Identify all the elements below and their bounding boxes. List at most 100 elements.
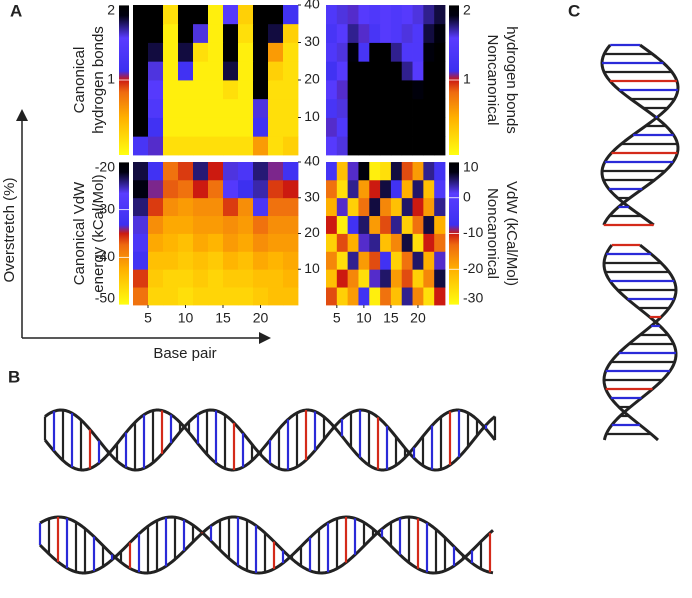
colorbar-tick-label: 1 bbox=[107, 71, 115, 87]
heatmap-cell bbox=[148, 269, 164, 288]
heatmap-cell bbox=[268, 233, 284, 252]
heatmap-cell bbox=[369, 251, 381, 270]
heatmap-cell bbox=[347, 61, 359, 81]
heatmap-cell bbox=[148, 5, 164, 25]
heatmap-cell bbox=[380, 215, 392, 234]
heatmap-cell bbox=[347, 251, 359, 270]
heatmap-cell bbox=[178, 98, 194, 118]
heatmap-cell bbox=[380, 117, 392, 137]
heatmap-cell bbox=[253, 287, 269, 306]
x-tick-label: 5 bbox=[333, 310, 341, 326]
heatmap-cell bbox=[326, 197, 338, 217]
heatmap-cell bbox=[148, 80, 164, 100]
heatmap-cell bbox=[208, 42, 224, 62]
heatmap-cell bbox=[283, 117, 299, 137]
panel-label: A bbox=[10, 1, 22, 20]
heatmap-cell bbox=[133, 269, 149, 288]
heatmap-cell bbox=[268, 5, 284, 25]
heatmap-cell bbox=[358, 117, 370, 137]
heatmap-cell bbox=[412, 80, 424, 100]
x-tick-label: 20 bbox=[253, 310, 269, 326]
heatmap-cell bbox=[133, 42, 149, 62]
colorbar-tick-label: -30 bbox=[463, 290, 483, 306]
heatmap-cell bbox=[401, 98, 413, 118]
heatmap-cell bbox=[283, 42, 299, 62]
heatmap-cell bbox=[369, 98, 381, 118]
heatmap-cell bbox=[336, 197, 349, 217]
heatmap-cell bbox=[358, 98, 370, 118]
heatmap-cell bbox=[178, 117, 194, 137]
heatmap-cell bbox=[347, 179, 359, 199]
heatmap-cell bbox=[178, 287, 194, 306]
heatmap-cell bbox=[208, 287, 224, 306]
heatmap-cell bbox=[380, 179, 392, 199]
heatmap-cell bbox=[253, 42, 269, 62]
heatmap-cell bbox=[238, 287, 254, 306]
heatmap-cell bbox=[412, 23, 424, 43]
heatmap-cell bbox=[193, 215, 209, 234]
heatmap-cell bbox=[380, 98, 392, 118]
heatmap-cell bbox=[193, 5, 209, 25]
heatmap-cell bbox=[148, 162, 164, 181]
heatmap-cell bbox=[326, 136, 338, 156]
y-tick-label: 40 bbox=[304, 0, 320, 12]
heatmap-cell bbox=[390, 5, 403, 25]
heatmap-cell bbox=[336, 233, 349, 252]
heatmap-cell bbox=[336, 179, 349, 199]
heatmap-cell bbox=[268, 23, 284, 43]
heatmap-cell bbox=[336, 23, 349, 43]
heatmap-cell bbox=[133, 233, 149, 252]
heatmap-cell bbox=[347, 287, 359, 306]
heatmap-cell bbox=[434, 5, 446, 25]
heatmap-cell bbox=[133, 136, 149, 156]
heatmap-cell bbox=[133, 80, 149, 100]
heatmap-cell bbox=[193, 197, 209, 217]
heatmap-cell bbox=[283, 287, 299, 306]
heatmap-cell bbox=[401, 179, 413, 199]
heatmap-cell bbox=[423, 98, 435, 118]
heatmap-cell bbox=[148, 197, 164, 217]
heatmap-cell bbox=[253, 251, 269, 270]
heatmap-cell bbox=[358, 233, 370, 252]
heatmap-cell bbox=[401, 233, 413, 252]
heatmap-cell bbox=[193, 136, 209, 156]
heatmap-cell bbox=[253, 80, 269, 100]
heatmap-cell bbox=[283, 179, 299, 199]
heatmap-cell bbox=[163, 215, 179, 234]
heatmap-cell bbox=[434, 287, 446, 306]
heatmap-cell bbox=[347, 5, 359, 25]
heatmap-cell bbox=[326, 215, 338, 234]
heatmap-cell bbox=[193, 61, 209, 81]
heatmap-cell bbox=[412, 197, 424, 217]
heatmap-cell bbox=[193, 287, 209, 306]
heatmap-cell bbox=[178, 80, 194, 100]
heatmap-cell bbox=[163, 179, 179, 199]
heatmap-cell bbox=[423, 251, 435, 270]
heatmap-cell bbox=[283, 162, 299, 181]
heatmap-cell bbox=[148, 251, 164, 270]
heatmap-cell bbox=[434, 269, 446, 288]
heatmap-cell bbox=[208, 136, 224, 156]
heatmap-cell bbox=[193, 251, 209, 270]
colorbar-tick-label: 2 bbox=[463, 2, 471, 18]
heatmap-cell bbox=[253, 61, 269, 81]
heatmap-cell bbox=[358, 61, 370, 81]
heatmap-cell bbox=[326, 287, 338, 306]
heatmap-cell bbox=[401, 117, 413, 137]
heatmap-cell bbox=[336, 98, 349, 118]
heatmap-cell bbox=[412, 5, 424, 25]
heatmap-cell bbox=[369, 269, 381, 288]
heatmap-cell bbox=[380, 269, 392, 288]
heatmap-cell bbox=[434, 42, 446, 62]
heatmap-cell bbox=[163, 251, 179, 270]
heatmap-cell bbox=[148, 179, 164, 199]
y-tick-label: 10 bbox=[304, 108, 320, 124]
heatmap-cell bbox=[238, 117, 254, 137]
heatmap-cell bbox=[412, 269, 424, 288]
heatmap-cell bbox=[253, 197, 269, 217]
heatmap-cell bbox=[163, 233, 179, 252]
heatmap-cell bbox=[133, 197, 149, 217]
heatmap-cell bbox=[347, 42, 359, 62]
heatmap-cell bbox=[347, 162, 359, 181]
heatmap-cell bbox=[401, 5, 413, 25]
